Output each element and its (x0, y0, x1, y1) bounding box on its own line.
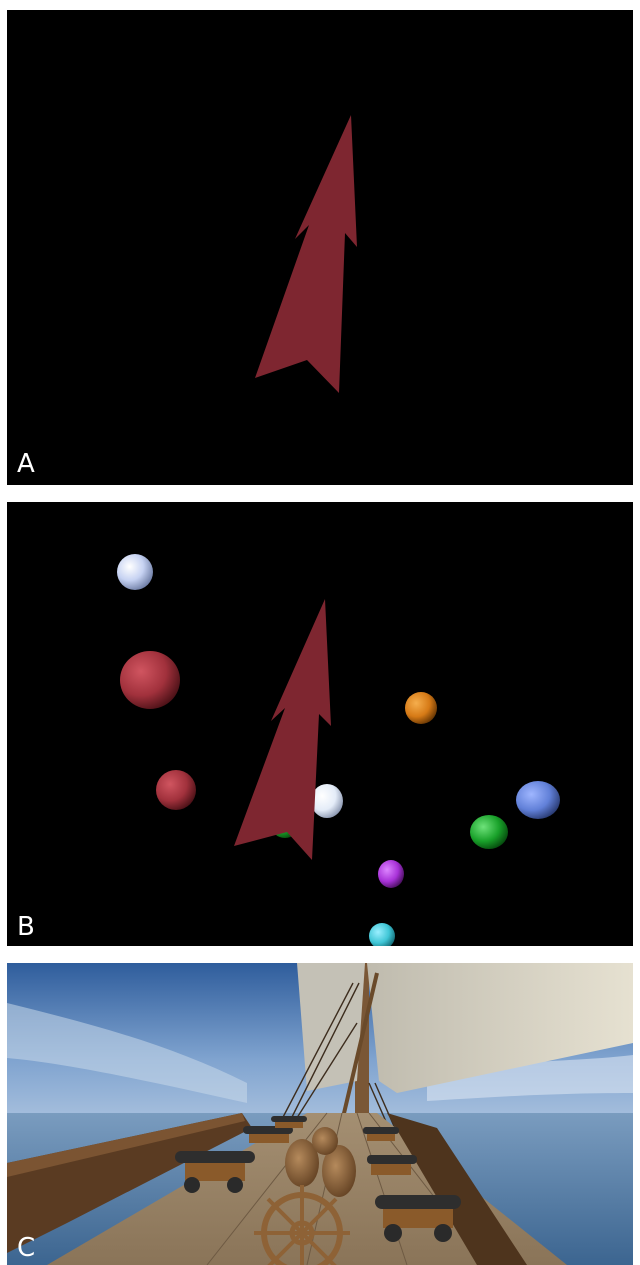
cannon-left-far (271, 1116, 307, 1128)
cannon-right-mid (367, 1155, 417, 1175)
arrow-spheres-scene-b (117, 554, 560, 946)
rigging-left (280, 982, 360, 1124)
red-arrow (234, 599, 331, 860)
sphere-lavender-top-left (117, 554, 153, 590)
clouds (7, 1003, 247, 1103)
sphere-green-right (470, 815, 508, 849)
ship-deck-scene (7, 963, 633, 1265)
cannon-right-far (363, 1127, 399, 1141)
sphere-red-small (156, 770, 196, 810)
panel-label-c: C (17, 1233, 36, 1263)
deck-planks (206, 1112, 488, 1265)
barrel-right (322, 1145, 356, 1197)
red-arrow (255, 115, 357, 393)
right-railing (387, 1113, 527, 1265)
panel-a: A (7, 10, 633, 485)
sphere-cyan-bottom (369, 923, 395, 946)
cannon-left-front (175, 1151, 255, 1193)
cannon-right-front (375, 1195, 461, 1242)
panel-label-a: A (17, 449, 35, 479)
barrel-back (312, 1127, 338, 1155)
left-railing-top (7, 1113, 245, 1177)
sphere-white-center (311, 784, 343, 818)
left-railing (7, 1113, 252, 1253)
ship-wheel (254, 1185, 350, 1265)
barrel-left (285, 1139, 319, 1187)
panel-label-b: B (17, 912, 35, 942)
cannon-left-mid (243, 1126, 293, 1143)
clouds-2 (427, 1055, 633, 1101)
sphere-red-large (120, 651, 180, 709)
panel-c: C (7, 963, 633, 1265)
sphere-purple (378, 860, 404, 888)
panel-b: B (7, 502, 633, 946)
sphere-blue-right (516, 781, 560, 819)
sphere-orange (405, 692, 437, 724)
arrow-scene-a (255, 115, 357, 393)
main-sail (367, 963, 633, 1093)
